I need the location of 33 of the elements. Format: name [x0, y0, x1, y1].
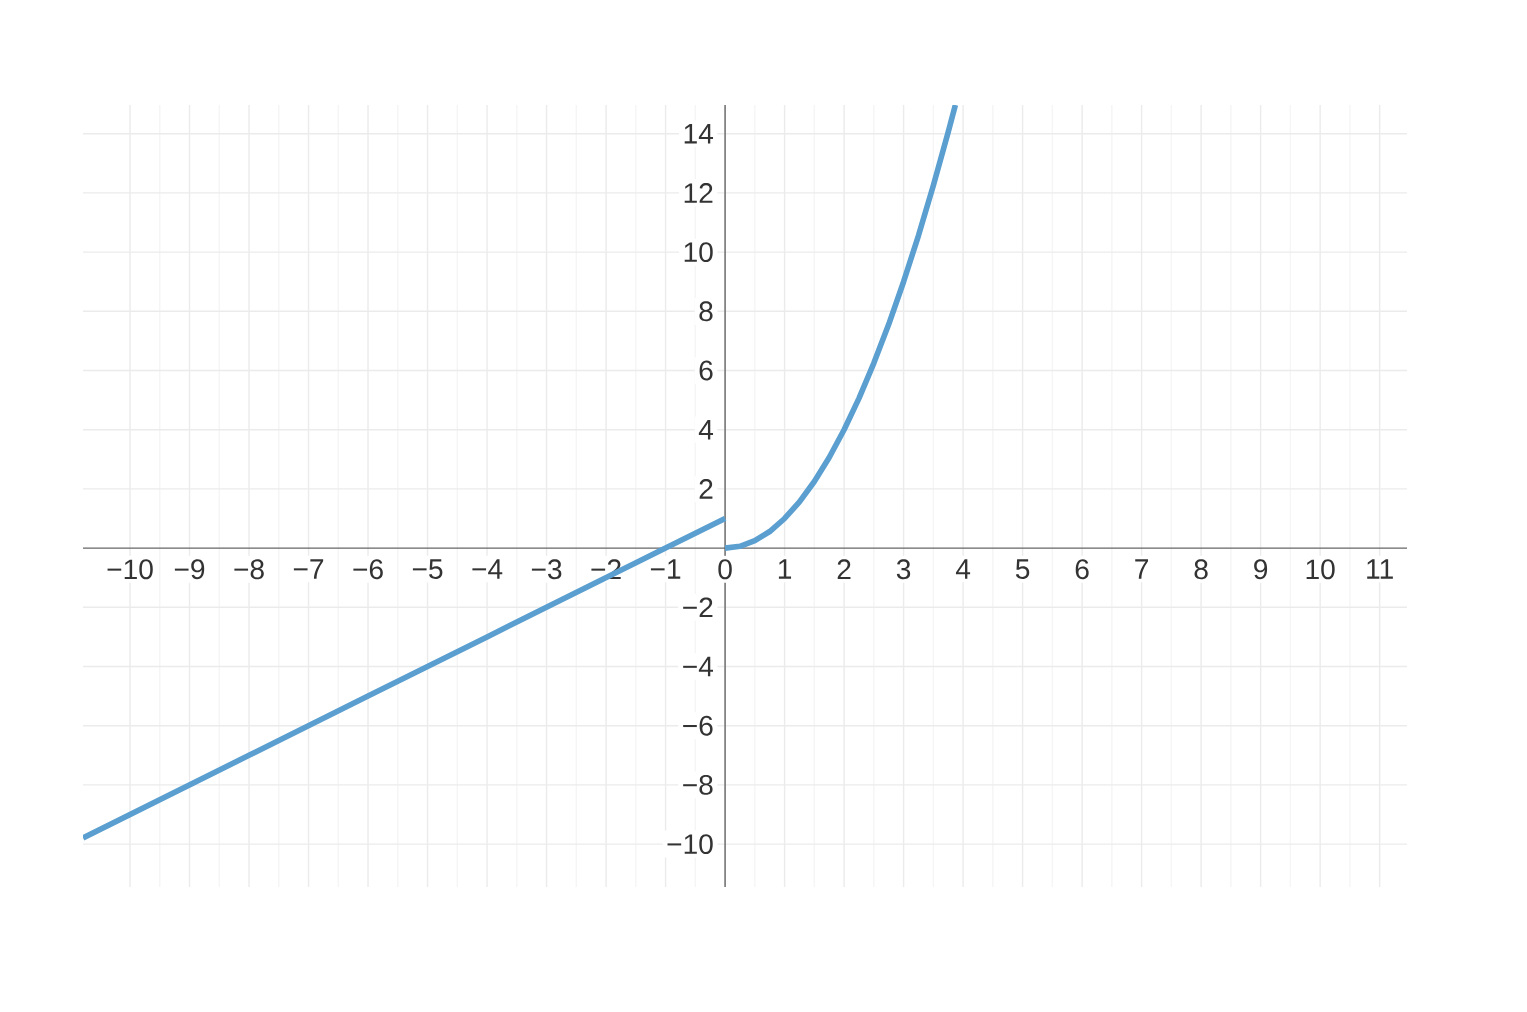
y-tick-label: −8: [683, 774, 713, 795]
y-tick-label: −4: [683, 656, 714, 677]
y-tick-label: 6: [699, 360, 713, 381]
y-tick-label: 12: [684, 183, 713, 203]
x-tick-label: −10: [107, 559, 153, 580]
x-tick-label: 6: [1075, 559, 1089, 580]
x-tick-label: −5: [412, 559, 443, 579]
x-tick-label: 5: [1015, 559, 1030, 579]
x-tick-label: −7: [293, 559, 324, 579]
y-tick-label: −2: [683, 597, 713, 618]
y-tick-label: 14: [684, 124, 714, 144]
x-tick-label: −4: [472, 559, 503, 579]
x-tick-label: 3: [896, 559, 911, 580]
x-tick-label: 1: [778, 559, 792, 579]
x-tick-label: 7: [1135, 559, 1149, 579]
x-tick-label: 2: [837, 559, 851, 579]
y-tick-label: 2: [699, 479, 713, 499]
y-tick-label: −10: [667, 834, 713, 855]
x-tick-label: −9: [174, 559, 205, 580]
x-tick-label: 10: [1306, 559, 1335, 580]
x-tick-label: 11: [1367, 559, 1393, 579]
x-tick-label: −3: [531, 559, 562, 580]
x-tick-label: 8: [1194, 559, 1208, 580]
x-tick-label: 0: [718, 559, 732, 580]
x-tick-label: −1: [650, 559, 681, 579]
y-tick-label: −6: [683, 715, 713, 736]
x-tick-label: 9: [1254, 559, 1268, 580]
x-tick-label: 4: [955, 559, 971, 579]
x-tick-label: −6: [353, 559, 383, 580]
y-tick-label: 4: [698, 420, 714, 440]
y-tick-label: 8: [699, 301, 713, 322]
x-tick-label: −8: [234, 559, 264, 580]
y-tick-label: 10: [684, 242, 713, 263]
